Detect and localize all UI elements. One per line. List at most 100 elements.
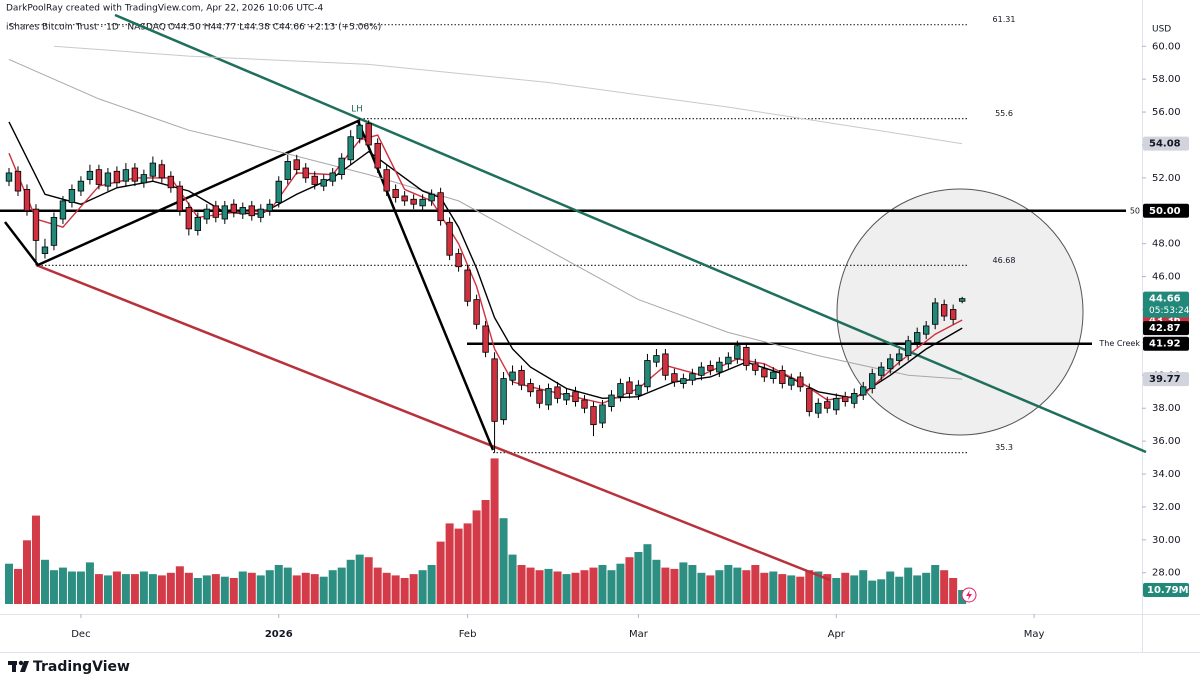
candle-body bbox=[931, 302, 939, 325]
candle-body bbox=[23, 188, 31, 212]
volume-bar bbox=[562, 574, 571, 604]
candle-body bbox=[851, 393, 858, 404]
volume-bar bbox=[427, 565, 436, 604]
header: DarkPoolRay created with TradingView.com… bbox=[6, 4, 323, 14]
candle-body bbox=[293, 159, 300, 171]
candle-body bbox=[473, 299, 480, 325]
y-tick-label: 28.00 bbox=[1152, 568, 1181, 579]
candle-body bbox=[113, 170, 121, 184]
volume-bar bbox=[31, 515, 40, 604]
volume-bar bbox=[679, 562, 688, 604]
volume-bar bbox=[859, 570, 868, 604]
candle-body bbox=[41, 246, 49, 254]
candle-body bbox=[725, 356, 732, 365]
y-tick-label: 32.00 bbox=[1152, 502, 1181, 513]
volume-bar bbox=[85, 562, 94, 604]
candle-body bbox=[752, 363, 759, 371]
price-tag-label: 41.92 bbox=[1149, 339, 1181, 350]
candle-body bbox=[284, 161, 291, 180]
volume-bar bbox=[391, 575, 400, 604]
volume-bar bbox=[76, 571, 85, 604]
candle-body bbox=[374, 142, 381, 169]
volume-bar bbox=[670, 568, 679, 604]
candle-body bbox=[347, 136, 354, 161]
candle-body bbox=[563, 393, 570, 401]
candle-body bbox=[338, 157, 345, 175]
volume-bar bbox=[751, 565, 760, 604]
level-label: 55.6 bbox=[995, 109, 1013, 118]
candle-body bbox=[149, 162, 157, 177]
price-tag-label: 44.66 bbox=[1149, 294, 1181, 305]
candle-body bbox=[446, 221, 453, 256]
candle-body bbox=[878, 366, 885, 376]
volume-bar bbox=[949, 578, 958, 604]
price-tag bbox=[1143, 336, 1189, 351]
volume-bar bbox=[526, 567, 535, 604]
candle-body bbox=[365, 123, 372, 146]
volume-bar bbox=[436, 541, 445, 604]
volume-bar bbox=[328, 570, 337, 604]
volume-bar bbox=[922, 572, 931, 604]
volume-bar bbox=[481, 500, 490, 604]
volume-bar bbox=[742, 570, 751, 604]
candle-body bbox=[806, 388, 813, 412]
trendline-red bbox=[35, 263, 831, 582]
volume-bar bbox=[103, 575, 112, 604]
candle-body bbox=[95, 169, 103, 185]
volume-bar bbox=[850, 575, 859, 604]
volume-bar bbox=[4, 563, 13, 604]
volume-bar bbox=[418, 570, 427, 604]
volume-bar bbox=[382, 572, 391, 604]
candle-body bbox=[716, 361, 723, 373]
candle-body bbox=[581, 399, 588, 409]
candle-body bbox=[896, 353, 903, 361]
volume-bar bbox=[778, 574, 787, 604]
candle-body bbox=[86, 170, 94, 180]
volume-bar bbox=[445, 523, 454, 604]
candle-body bbox=[617, 383, 624, 398]
price-tag bbox=[1143, 372, 1189, 387]
price-tag bbox=[1143, 291, 1189, 318]
volume-bar bbox=[364, 557, 373, 604]
candle-body bbox=[419, 198, 426, 207]
volume-bar bbox=[49, 570, 58, 604]
y-tick-label: 56.00 bbox=[1152, 107, 1181, 118]
candle-body bbox=[122, 169, 130, 182]
volume-bar bbox=[733, 567, 742, 604]
volume-bar bbox=[490, 458, 499, 604]
volume-bar bbox=[409, 574, 418, 604]
countdown: 05:53:24 bbox=[1149, 306, 1190, 316]
volume-tag-label: 10.79M bbox=[1147, 585, 1189, 596]
candle-body bbox=[212, 205, 219, 218]
volume-bar bbox=[13, 568, 22, 604]
volume-bar bbox=[265, 570, 274, 604]
candle-body bbox=[32, 208, 40, 241]
candle-body bbox=[158, 164, 166, 179]
candle-body bbox=[680, 378, 687, 384]
x-tick-label: Dec bbox=[71, 629, 90, 640]
volume-bar bbox=[256, 575, 265, 604]
level-label: 61.31 bbox=[993, 15, 1016, 24]
candle-body bbox=[428, 193, 435, 202]
candle-body bbox=[410, 198, 417, 205]
volume-bar bbox=[823, 574, 832, 604]
volume-bar bbox=[877, 579, 886, 604]
volume-bar bbox=[787, 575, 796, 604]
volume-bar bbox=[283, 567, 292, 604]
volume-bar bbox=[346, 559, 355, 604]
volume-bar bbox=[796, 576, 805, 604]
volume-bar bbox=[229, 578, 238, 604]
price-tag-label: 42.87 bbox=[1149, 323, 1181, 334]
volume-bar bbox=[247, 572, 256, 604]
candle-body bbox=[707, 365, 714, 371]
candles-layer bbox=[5, 118, 966, 453]
candle-body bbox=[545, 388, 552, 406]
volume-bar bbox=[724, 565, 733, 604]
candle-body bbox=[949, 309, 957, 320]
y-tick-label: 38.00 bbox=[1152, 403, 1181, 414]
y-tick-label: 60.00 bbox=[1152, 41, 1181, 52]
volume-bar bbox=[130, 574, 139, 604]
candle-body bbox=[761, 368, 768, 378]
